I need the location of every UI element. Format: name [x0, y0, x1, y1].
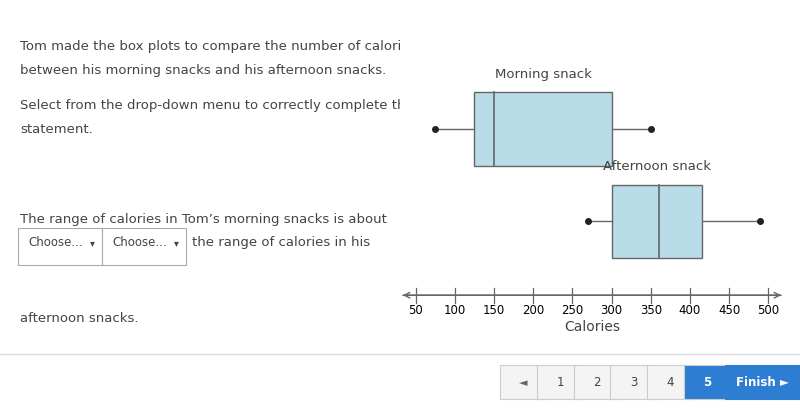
FancyBboxPatch shape [18, 228, 102, 266]
Text: 5: 5 [703, 375, 711, 389]
Text: Morning snack: Morning snack [494, 68, 591, 81]
Bar [474, 93, 611, 167]
Text: statement.: statement. [20, 122, 93, 135]
Text: 1: 1 [556, 375, 564, 389]
FancyBboxPatch shape [500, 365, 546, 399]
Text: Select from the drop-down menu to correctly complete the: Select from the drop-down menu to correc… [20, 99, 414, 112]
Text: Choose...: Choose... [112, 236, 166, 249]
Text: the range of calories in his: the range of calories in his [192, 236, 370, 249]
FancyBboxPatch shape [725, 365, 800, 399]
Text: The range of calories in Tom’s morning snacks is about: The range of calories in Tom’s morning s… [20, 213, 387, 226]
Text: 2: 2 [593, 375, 601, 389]
FancyBboxPatch shape [610, 365, 657, 399]
Text: Tom made the box plots to compare the number of calories: Tom made the box plots to compare the nu… [20, 40, 416, 53]
FancyBboxPatch shape [574, 365, 620, 399]
FancyBboxPatch shape [684, 365, 730, 399]
Bar [611, 185, 702, 259]
Text: ▾: ▾ [174, 237, 179, 247]
Text: Finish ►: Finish ► [736, 375, 790, 389]
Text: ◄: ◄ [519, 377, 527, 387]
Text: 4: 4 [666, 375, 674, 389]
FancyBboxPatch shape [102, 228, 186, 266]
Text: afternoon snacks.: afternoon snacks. [20, 311, 138, 324]
Text: ▾: ▾ [90, 237, 95, 247]
Text: Choose...: Choose... [28, 236, 82, 249]
FancyBboxPatch shape [647, 365, 694, 399]
FancyBboxPatch shape [537, 365, 583, 399]
X-axis label: Calories: Calories [564, 319, 620, 333]
Text: between his morning snacks and his afternoon snacks.: between his morning snacks and his after… [20, 63, 386, 76]
Text: Afternoon snack: Afternoon snack [602, 160, 710, 173]
Text: 3: 3 [630, 375, 638, 389]
